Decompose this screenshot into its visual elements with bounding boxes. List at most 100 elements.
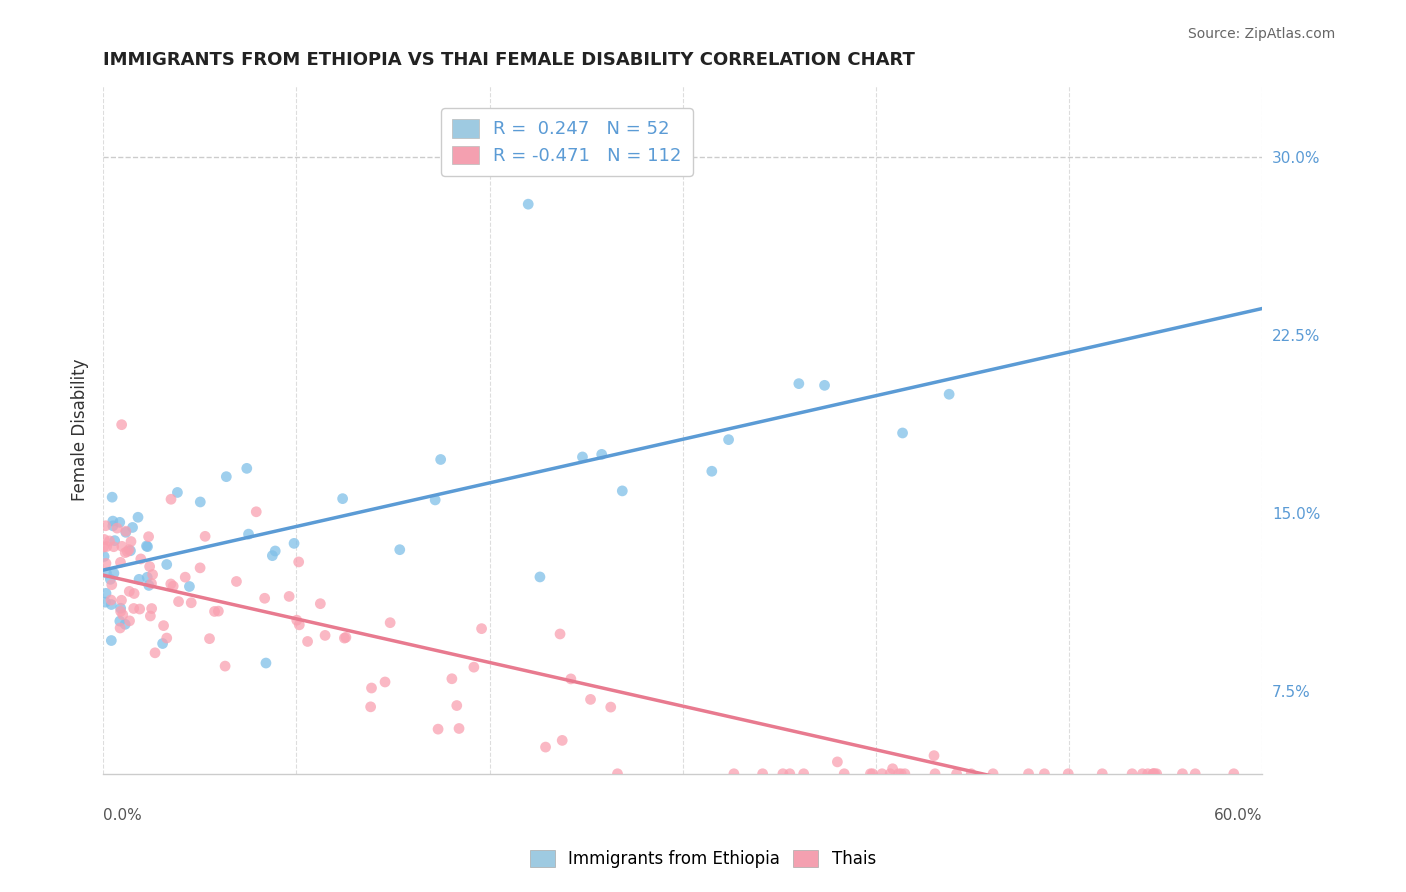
Point — [142, 567, 165, 582]
Point — [1057, 766, 1080, 780]
Point — [103, 540, 125, 554]
Point — [751, 766, 773, 780]
Point — [264, 544, 287, 558]
Point — [827, 755, 849, 769]
Point — [120, 534, 142, 549]
Point — [471, 622, 494, 636]
Legend: Immigrants from Ethiopia, Thais: Immigrants from Ethiopia, Thais — [523, 843, 883, 875]
Point — [793, 766, 815, 780]
Point — [283, 536, 305, 550]
Point — [159, 577, 181, 591]
Point — [374, 675, 396, 690]
Legend: R =  0.247   N = 52, R = -0.471   N = 112: R = 0.247 N = 52, R = -0.471 N = 112 — [441, 108, 693, 176]
Point — [101, 490, 124, 504]
Point — [141, 576, 163, 591]
Point — [120, 543, 142, 558]
Text: IMMIGRANTS FROM ETHIOPIA VS THAI FEMALE DISABILITY CORRELATION CHART: IMMIGRANTS FROM ETHIOPIA VS THAI FEMALE … — [103, 51, 915, 69]
Point — [111, 539, 134, 553]
Point — [138, 559, 160, 574]
Point — [114, 546, 136, 560]
Point — [332, 491, 354, 506]
Point — [981, 766, 1004, 780]
Point — [215, 469, 238, 483]
Point — [166, 485, 188, 500]
Point — [945, 766, 967, 780]
Point — [100, 633, 122, 648]
Point — [108, 614, 131, 628]
Text: 0.0%: 0.0% — [103, 808, 142, 823]
Point — [194, 529, 217, 543]
Point — [162, 579, 184, 593]
Point — [135, 539, 157, 553]
Point — [1018, 766, 1040, 780]
Point — [534, 740, 557, 755]
Point — [891, 425, 914, 440]
Point — [591, 447, 613, 461]
Point — [287, 555, 309, 569]
Point — [560, 672, 582, 686]
Point — [94, 557, 117, 571]
Point — [772, 766, 794, 780]
Point — [141, 601, 163, 615]
Point — [110, 601, 132, 615]
Point — [890, 766, 912, 780]
Point — [136, 570, 159, 584]
Point — [180, 596, 202, 610]
Point — [214, 659, 236, 673]
Point — [1121, 766, 1143, 780]
Point — [122, 601, 145, 615]
Point — [700, 464, 723, 478]
Point — [94, 595, 117, 609]
Point — [93, 533, 115, 547]
Point — [156, 631, 179, 645]
Point — [128, 572, 150, 586]
Point — [548, 627, 571, 641]
Point — [111, 417, 134, 432]
Point — [138, 578, 160, 592]
Point — [579, 692, 602, 706]
Point — [114, 525, 136, 540]
Point — [114, 617, 136, 632]
Point — [285, 613, 308, 627]
Point — [832, 766, 855, 780]
Point — [894, 766, 917, 780]
Point — [117, 544, 139, 558]
Point — [859, 766, 882, 780]
Point — [1146, 766, 1168, 780]
Point — [887, 766, 910, 780]
Point — [924, 766, 946, 780]
Point — [96, 566, 118, 580]
Point — [440, 672, 463, 686]
Point — [288, 618, 311, 632]
Point — [862, 766, 884, 780]
Point — [922, 748, 945, 763]
Point — [188, 495, 211, 509]
Point — [612, 483, 634, 498]
Point — [111, 607, 134, 622]
Point — [787, 376, 810, 391]
Point — [427, 722, 450, 736]
Point — [136, 540, 159, 554]
Point — [245, 505, 267, 519]
Point — [236, 461, 259, 475]
Point — [606, 766, 628, 780]
Point — [143, 646, 166, 660]
Point — [127, 510, 149, 524]
Point — [93, 540, 115, 554]
Point — [254, 656, 277, 670]
Point — [152, 636, 174, 650]
Point — [110, 555, 132, 569]
Point — [100, 593, 122, 607]
Point — [198, 632, 221, 646]
Point — [128, 602, 150, 616]
Point — [100, 598, 122, 612]
Point — [94, 518, 117, 533]
Point — [225, 574, 247, 589]
Point — [138, 530, 160, 544]
Point — [314, 628, 336, 642]
Point — [429, 452, 451, 467]
Point — [813, 378, 835, 392]
Point — [1136, 766, 1159, 780]
Point — [105, 521, 128, 535]
Point — [118, 542, 141, 557]
